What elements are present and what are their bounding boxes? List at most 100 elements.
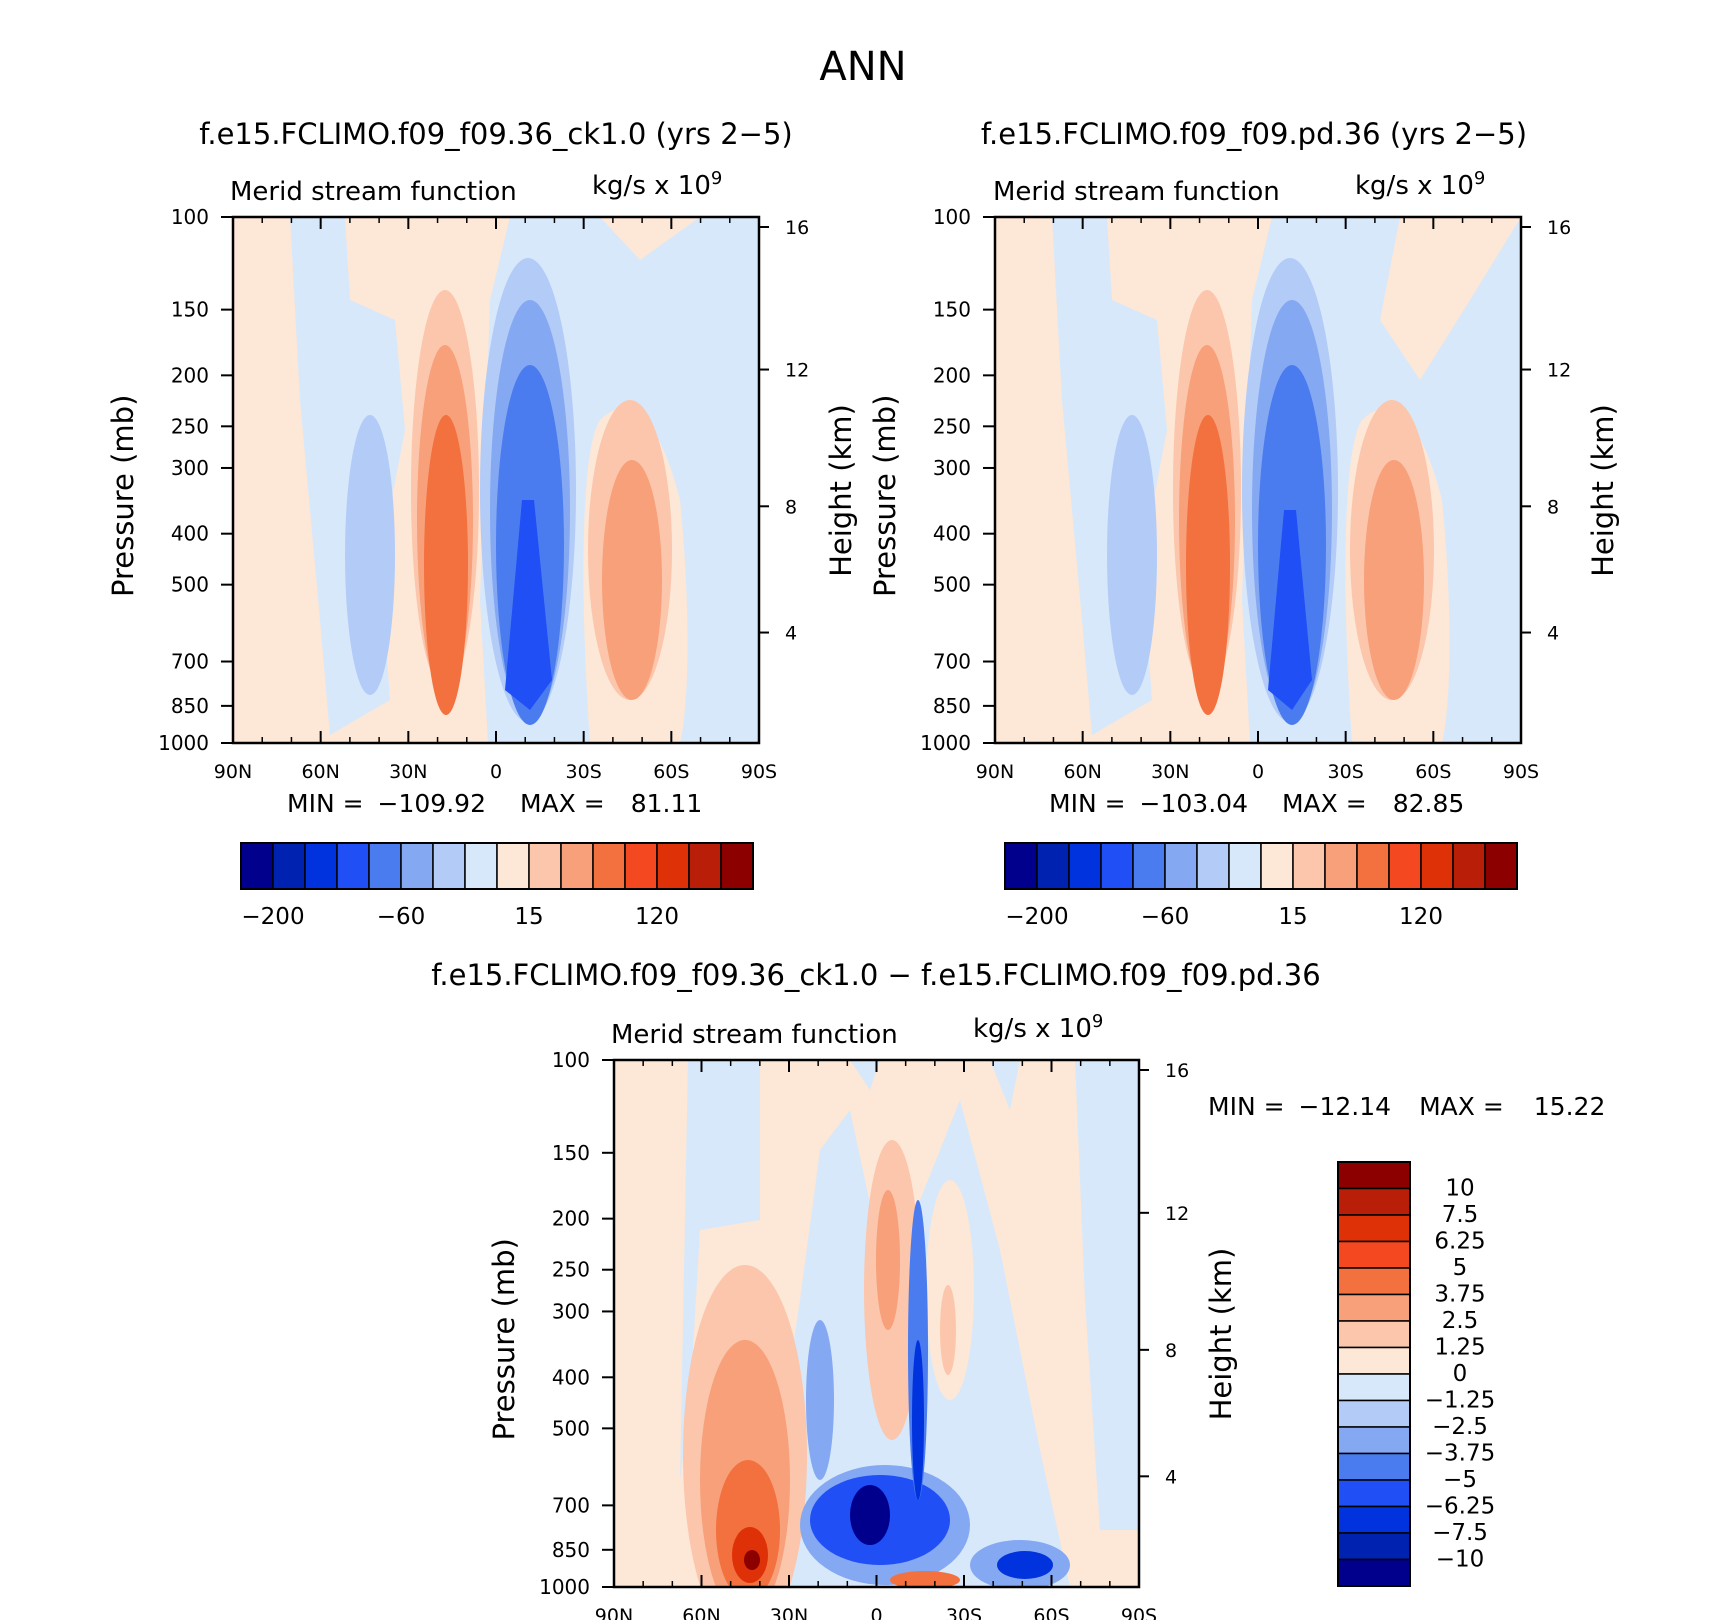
diff-tropical-neg-core — [850, 1485, 890, 1545]
diff-colorbar-swatch-1 — [1337, 1187, 1411, 1216]
diff-colorbar-label-11: −5 — [1443, 1467, 1477, 1493]
diff-ylabel-1: 150 — [552, 1141, 590, 1165]
diff-xlabel-2: 30N — [770, 1605, 808, 1620]
right-axes: 90N 60N 30N 0 30S 60S 90S 100 150 200 250 300 400 500… — [868, 205, 1620, 783]
left-colorbar-swatch-9 — [528, 842, 562, 890]
diff-colorbar-label-7: 0 — [1453, 1361, 1468, 1387]
left-colorbar-frame — [240, 842, 754, 890]
right-colorbar-swatch-15 — [1484, 842, 1518, 890]
diff-colorbar: 107.56.2553.752.51.250−1.25−2.5−3.75−5−6… — [1337, 1161, 1495, 1587]
right-colorbar-label-3: 120 — [1399, 904, 1443, 930]
right-xlabel-2: 30N — [1151, 761, 1189, 783]
diff-ytitle-right: Height (km) — [1204, 1248, 1238, 1421]
left-colorbar-label-1: −60 — [377, 904, 426, 930]
diff-nh-pos-peak — [744, 1550, 760, 1570]
right-colorbar-swatch-2 — [1068, 842, 1102, 890]
diff-hlabel-2: 8 — [1165, 1340, 1177, 1362]
left-panel-units: kg/s x 109 — [592, 168, 722, 201]
left-ylabel-9: 1000 — [158, 731, 209, 755]
left-colorbar-label-0: −200 — [241, 904, 304, 930]
diff-xlabel-6: 90S — [1121, 1605, 1157, 1620]
diff-colorbar-label-6: 1.25 — [1434, 1335, 1485, 1361]
diff-ylabel-9: 1000 — [539, 1575, 590, 1599]
left-hlabel-1: 12 — [785, 360, 809, 382]
right-ytitle-right: Height (km) — [1586, 404, 1620, 577]
diff-xlabel-1: 60N — [682, 1605, 720, 1620]
diff-colorbar-swatch-13 — [1337, 1505, 1411, 1534]
right-colorbar-swatch-4 — [1132, 842, 1166, 890]
left-panel-title: f.e15.FCLIMO.f09_f09.36_ck1.0 (yrs 2−5) — [199, 117, 792, 151]
diff-xlabel-5: 60S — [1033, 1605, 1069, 1620]
diff-band-sh-blue — [1075, 1060, 1139, 1530]
left-cell-sh-ferrel-core — [602, 460, 662, 700]
diff-axes: 90N 60N 30N 0 30S 60S 90S 100 150 200 250 300 400 500… — [487, 1048, 1238, 1624]
left-ylabel-1: 150 — [171, 298, 209, 322]
left-ylabel-6: 500 — [171, 573, 209, 597]
diff-colorbar-swatch-7 — [1337, 1346, 1411, 1375]
left-xlabel-6: 90S — [741, 761, 777, 783]
left-xlabel-2: 30N — [389, 761, 427, 783]
left-cell-south-hadley-core — [505, 500, 552, 710]
left-colorbar-swatch-3 — [336, 842, 370, 890]
left-panel: f.e15.FCLIMO.f09_f09.36_ck1.0 (yrs 2−5) … — [106, 117, 858, 930]
right-minmax: MIN = −103.04 MAX = 82.85 — [1049, 789, 1464, 818]
right-colorbar-swatch-7 — [1228, 842, 1262, 890]
diff-band-nh-blue — [680, 1060, 760, 1480]
right-colorbar-swatch-12 — [1388, 842, 1422, 890]
left-colorbar-swatch-1 — [272, 842, 306, 890]
diff-ylabel-4: 300 — [552, 1299, 590, 1323]
diff-tropical-pos-core — [876, 1190, 900, 1330]
left-colorbar-swatch-2 — [304, 842, 338, 890]
diff-plot-area — [614, 1060, 1139, 1587]
right-hlabel-1: 12 — [1547, 360, 1571, 382]
right-ylabel-3: 250 — [933, 414, 971, 438]
right-ytitle: Pressure (mb) — [868, 395, 902, 597]
left-ytitle: Pressure (mb) — [106, 395, 140, 597]
diff-sh-pos-core — [940, 1285, 956, 1375]
diff-colorbar-swatch-6 — [1337, 1320, 1411, 1349]
right-colorbar-swatch-6 — [1196, 842, 1230, 890]
diff-ylabel-5: 400 — [552, 1365, 590, 1389]
left-ylabel-5: 400 — [171, 522, 209, 546]
left-ylabel-8: 850 — [171, 694, 209, 718]
right-xlabel-6: 90S — [1503, 761, 1539, 783]
left-xlabel-3: 0 — [490, 761, 502, 783]
right-hlabel-3: 4 — [1547, 623, 1559, 645]
diff-colorbar-swatch-15 — [1337, 1558, 1411, 1587]
right-colorbar-swatch-5 — [1164, 842, 1198, 890]
diff-hlabel-1: 12 — [1165, 1203, 1189, 1225]
main-title: ANN — [819, 44, 906, 90]
diff-ylabel-2: 200 — [552, 1207, 590, 1231]
diff-ylabel-6: 500 — [552, 1416, 590, 1440]
right-panel-title: f.e15.FCLIMO.f09_f09.pd.36 (yrs 2−5) — [981, 117, 1527, 151]
diff-colorbar-swatch-10 — [1337, 1426, 1411, 1455]
left-ylabel-3: 250 — [171, 414, 209, 438]
right-ylabel-1: 150 — [933, 298, 971, 322]
diff-band-top-blue-2 — [990, 1060, 1020, 1110]
left-colorbar-swatch-0 — [240, 842, 274, 890]
right-ylabel-2: 200 — [933, 363, 971, 387]
right-colorbar: −200 −60 15 120 — [1004, 842, 1518, 930]
left-cell-north-ferrel — [345, 415, 395, 695]
right-colorbar-swatch-14 — [1452, 842, 1486, 890]
diff-xlabel-3: 0 — [870, 1605, 882, 1620]
right-xlabel-0: 90N — [976, 761, 1014, 783]
right-plot-area — [995, 217, 1521, 743]
diff-colorbar-label-10: −3.75 — [1425, 1441, 1495, 1467]
right-xlabel-4: 30S — [1328, 761, 1364, 783]
diff-panel-title: f.e15.FCLIMO.f09_f09.36_ck1.0 − f.e15.FC… — [431, 958, 1320, 992]
left-colorbar-swatch-13 — [656, 842, 690, 890]
diff-band-top-blue — [850, 1060, 880, 1090]
right-colorbar-swatch-9 — [1292, 842, 1326, 890]
diff-colorbar-swatch-0 — [1337, 1161, 1411, 1190]
right-cell-north-ferrel — [1107, 415, 1157, 695]
right-colorbar-label-2: 15 — [1278, 904, 1307, 930]
diff-colorbar-label-14: −10 — [1436, 1547, 1485, 1573]
right-ylabel-4: 300 — [933, 456, 971, 480]
left-minmax: MIN = −109.92 MAX = 81.11 — [287, 789, 702, 818]
diff-colorbar-label-13: −7.5 — [1432, 1520, 1488, 1546]
left-colorbar-label-3: 120 — [635, 904, 679, 930]
right-panel-subtitle: Merid stream function — [993, 177, 1280, 207]
right-ylabel-9: 1000 — [920, 731, 971, 755]
